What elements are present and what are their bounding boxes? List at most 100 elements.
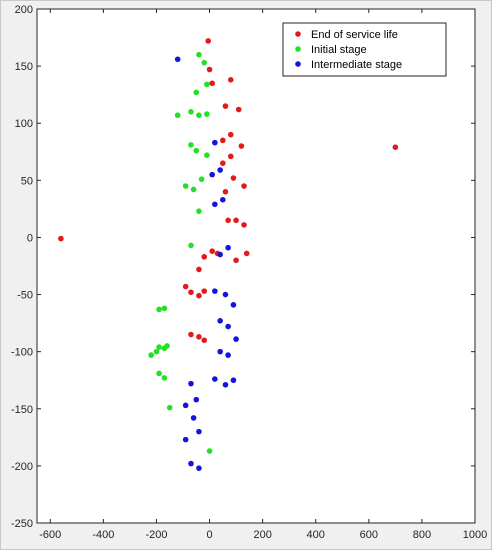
y-tick-label: -100 [11,347,33,359]
point-end-of-service-life [220,160,226,166]
point-initial-stage [204,152,210,159]
point-end-of-service-life [238,143,245,149]
point-initial-stage [193,89,200,96]
y-tick-label: -250 [11,518,33,530]
x-tick-label: 0 [206,529,212,541]
point-intermediate-stage [212,376,218,382]
point-end-of-service-life [196,334,202,340]
legend-marker-initial-stage [295,46,301,52]
legend-label-end-of-service-life: End of service life [311,29,398,41]
point-end-of-service-life [205,38,212,44]
y-tick-label: -50 [17,290,33,302]
point-end-of-service-life [201,288,208,294]
point-initial-stage [188,242,194,249]
point-end-of-service-life [392,144,399,151]
point-end-of-service-life [227,77,234,83]
point-intermediate-stage [196,465,202,471]
point-end-of-service-life [188,331,194,338]
point-intermediate-stage [190,415,197,421]
point-end-of-service-life [182,283,189,290]
y-tick-label: -150 [11,404,33,416]
point-initial-stage [204,111,210,117]
x-tick-label: -200 [145,529,167,541]
point-end-of-service-life [209,80,215,87]
point-intermediate-stage [182,436,189,443]
y-tick-label: -200 [11,461,33,473]
point-initial-stage [161,305,168,312]
plot-area [36,8,476,524]
point-initial-stage [156,370,162,377]
point-intermediate-stage [188,460,194,467]
point-initial-stage [190,186,197,193]
point-end-of-service-life [230,175,237,181]
point-initial-stage [156,344,162,350]
point-end-of-service-life [222,188,229,195]
legend-marker-end-of-service-life [295,31,301,37]
point-end-of-service-life [201,337,208,344]
x-tick-label: -400 [92,529,114,541]
legend-marker-intermediate-stage [295,61,301,67]
point-intermediate-stage [222,381,229,388]
point-end-of-service-life [227,131,234,138]
point-initial-stage [198,176,205,182]
data-points [58,38,399,471]
point-intermediate-stage [230,377,237,384]
point-intermediate-stage [230,302,237,308]
point-intermediate-stage [217,251,223,258]
point-end-of-service-life [220,137,226,144]
point-end-of-service-life [233,217,239,224]
y-tick-label: 200 [15,4,33,16]
point-intermediate-stage [193,396,200,403]
point-initial-stage [161,375,168,381]
point-initial-stage [196,208,202,214]
point-end-of-service-life [235,106,242,113]
point-intermediate-stage [217,318,223,324]
point-initial-stage [148,352,154,358]
x-tick-label: 800 [413,529,431,541]
point-intermediate-stage [212,288,218,294]
point-initial-stage [201,59,208,66]
point-initial-stage [166,404,173,411]
point-end-of-service-life [225,217,231,224]
legend-box [282,22,447,77]
point-end-of-service-life [58,235,64,242]
y-tick-label: 150 [15,61,33,73]
point-initial-stage [196,51,202,58]
legend-label-initial-stage: Initial stage [311,44,367,56]
point-intermediate-stage [212,139,218,146]
point-initial-stage [174,112,181,119]
point-initial-stage [204,81,210,88]
legend: End of service life Initial stage Interm… [282,22,447,77]
point-intermediate-stage [233,336,239,342]
point-intermediate-stage [225,323,231,330]
y-tick-label: 0 [27,232,33,244]
point-end-of-service-life [227,153,234,160]
point-intermediate-stage [188,380,194,387]
point-end-of-service-life [188,289,194,296]
point-initial-stage [188,109,194,115]
point-initial-stage [156,306,162,313]
point-end-of-service-life [196,292,202,299]
point-end-of-service-life [206,66,213,73]
point-intermediate-stage [225,244,231,251]
point-end-of-service-life [243,250,250,257]
point-intermediate-stage [217,167,223,173]
y-tick-label: 100 [15,118,33,130]
point-end-of-service-life [222,103,229,109]
x-tick-label: 600 [360,529,378,541]
point-initial-stage [196,112,202,119]
legend-label-intermediate-stage: Intermediate stage [311,59,402,71]
point-initial-stage [188,142,194,148]
point-initial-stage [161,345,168,352]
point-intermediate-stage [182,402,189,409]
point-initial-stage [193,147,200,154]
point-intermediate-stage [209,171,215,178]
point-end-of-service-life [201,254,208,260]
point-end-of-service-life [233,257,239,264]
y-tick-label: 50 [21,175,33,187]
point-end-of-service-life [241,183,247,189]
point-end-of-service-life [241,222,247,228]
point-intermediate-stage [196,428,202,435]
